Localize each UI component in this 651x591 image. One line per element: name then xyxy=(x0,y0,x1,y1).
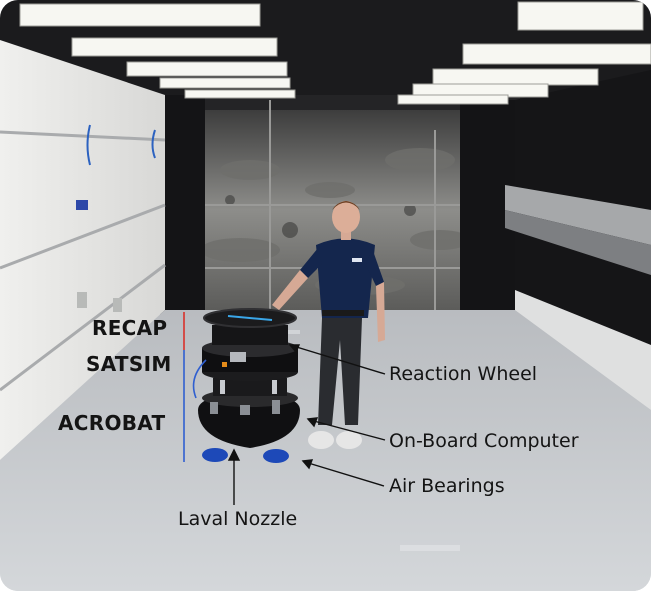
label-air-bearings: Air Bearings xyxy=(389,475,505,497)
label-reaction-wheel: Reaction Wheel xyxy=(389,363,538,385)
reaction-wheel-leader xyxy=(289,344,386,375)
person xyxy=(272,201,385,449)
onboard-computer-leader xyxy=(309,419,386,441)
label-laval-nozzle: Laval Nozzle xyxy=(178,508,298,530)
left-curtain xyxy=(160,95,205,310)
air-bearings-leader xyxy=(304,461,385,487)
label-recap: RECAP xyxy=(92,316,168,340)
label-onboard-computer: On-Board Computer xyxy=(389,430,579,452)
robot-stack xyxy=(198,308,300,463)
floor xyxy=(0,310,651,591)
label-acrobat: ACROBAT xyxy=(58,411,166,435)
left-wall xyxy=(0,40,165,460)
label-satsim: SATSIM xyxy=(86,352,172,376)
